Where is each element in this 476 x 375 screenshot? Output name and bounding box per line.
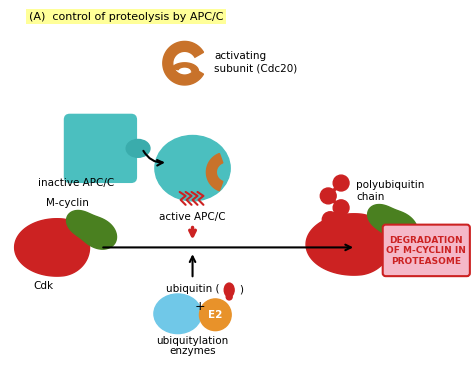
- Text: polyubiquitin: polyubiquitin: [355, 180, 424, 190]
- Text: +: +: [194, 300, 204, 313]
- Ellipse shape: [332, 200, 348, 216]
- Text: ubiquitin (: ubiquitin (: [166, 284, 219, 294]
- Text: E2: E2: [208, 310, 222, 320]
- Text: Cdk: Cdk: [33, 281, 53, 291]
- Ellipse shape: [322, 212, 337, 228]
- Polygon shape: [306, 214, 390, 275]
- Text: ): ): [238, 284, 243, 294]
- Ellipse shape: [199, 299, 231, 331]
- Text: DEGRADATION: DEGRADATION: [389, 236, 462, 244]
- Text: subunit (Cdc20): subunit (Cdc20): [214, 63, 297, 73]
- FancyBboxPatch shape: [382, 225, 469, 276]
- Ellipse shape: [155, 135, 230, 201]
- Text: ubiquitylation: ubiquitylation: [156, 336, 228, 346]
- Text: active APC/C: active APC/C: [159, 212, 225, 222]
- Polygon shape: [162, 41, 203, 85]
- Ellipse shape: [331, 224, 347, 240]
- Ellipse shape: [226, 294, 232, 300]
- Text: enzymes: enzymes: [169, 346, 216, 357]
- Polygon shape: [171, 63, 198, 71]
- Ellipse shape: [126, 140, 149, 157]
- Polygon shape: [67, 210, 116, 249]
- Text: PROTEASOME: PROTEASOME: [390, 257, 460, 266]
- Text: (A)  control of proteolysis by APC/C: (A) control of proteolysis by APC/C: [29, 12, 223, 22]
- Polygon shape: [15, 219, 89, 276]
- Ellipse shape: [320, 188, 336, 204]
- Polygon shape: [206, 153, 222, 191]
- Text: OF M-CYCLIN IN: OF M-CYCLIN IN: [386, 246, 465, 255]
- Polygon shape: [367, 204, 416, 243]
- Ellipse shape: [224, 283, 234, 297]
- Text: chain: chain: [355, 192, 384, 202]
- Ellipse shape: [332, 175, 348, 191]
- FancyBboxPatch shape: [64, 114, 137, 183]
- Text: M-cyclin: M-cyclin: [46, 198, 89, 208]
- Text: activating: activating: [214, 51, 266, 62]
- Text: inactive APC/C: inactive APC/C: [38, 178, 114, 188]
- Ellipse shape: [154, 294, 201, 334]
